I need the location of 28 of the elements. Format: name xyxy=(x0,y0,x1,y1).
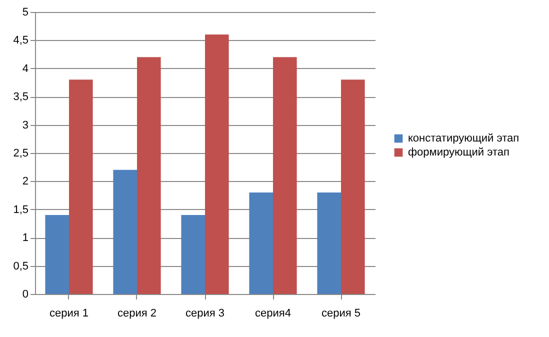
x-tick-label: серия4 xyxy=(255,308,291,320)
y-tick-label: 1 xyxy=(22,232,28,244)
legend-label: формирующий этап xyxy=(408,146,510,158)
y-tick-label: 5 xyxy=(22,6,28,18)
y-tick-label: 0 xyxy=(22,288,28,300)
bar xyxy=(317,192,341,294)
y-tick-label: 0,5 xyxy=(13,260,28,272)
bar xyxy=(45,215,69,294)
bar xyxy=(181,215,205,294)
x-tick-label: серия 1 xyxy=(49,308,89,320)
bar xyxy=(341,80,365,294)
y-tick-label: 3,5 xyxy=(13,91,28,104)
y-tick-label: 4,5 xyxy=(13,34,28,47)
y-tick-label: 1,5 xyxy=(13,204,28,216)
legend-label: констатирующий этап xyxy=(408,132,520,144)
y-tick-label: 2 xyxy=(22,176,28,188)
bar xyxy=(273,57,297,294)
bar xyxy=(137,57,161,294)
x-tick-label: серия 2 xyxy=(117,308,157,320)
y-tick-label: 3 xyxy=(22,119,28,132)
bar xyxy=(205,34,229,294)
x-tick-label: серия 5 xyxy=(321,308,361,320)
bar xyxy=(69,80,93,294)
bar xyxy=(113,170,137,294)
y-tick-label: 4 xyxy=(22,62,28,75)
bar xyxy=(249,192,273,294)
y-tick-label: 2,5 xyxy=(13,148,28,160)
x-tick-label: серия 3 xyxy=(185,308,225,320)
